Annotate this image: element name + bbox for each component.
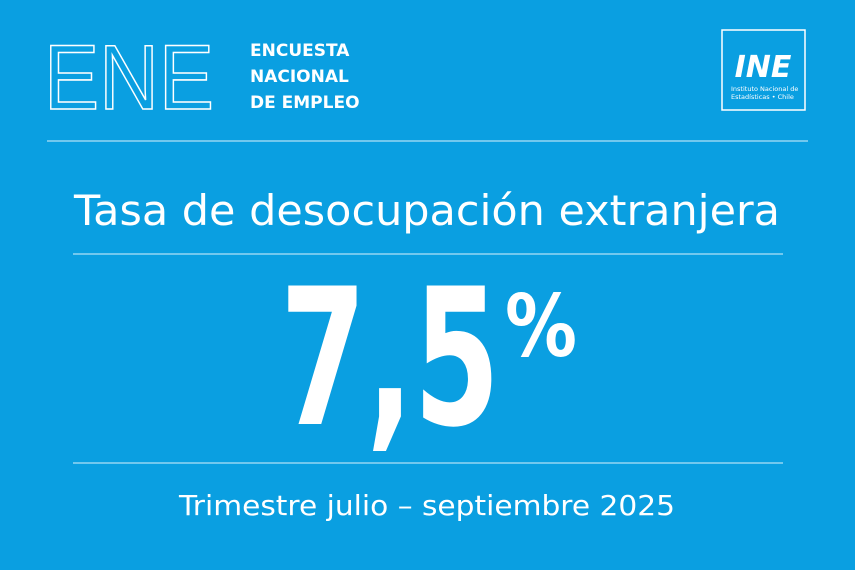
title: Tasa de desocupación extranjera: [73, 186, 780, 235]
logo-mark: INE: [735, 50, 792, 85]
survey-acronym: ENE: [44, 27, 214, 129]
survey-name-line: NACIONAL: [250, 67, 349, 87]
survey-name-line: ENCUESTA: [250, 41, 350, 61]
survey-name-line: DE EMPLEO: [250, 93, 360, 113]
headline-unit: %: [505, 277, 577, 377]
logo-box: [721, 29, 806, 111]
headline-value: 7,5: [280, 248, 500, 469]
period: Trimestre julio – septiembre 2025: [178, 489, 675, 522]
logo-caption: Estadísticas • Chile: [731, 93, 794, 101]
logo-caption: Instituto Nacional de: [731, 85, 798, 93]
